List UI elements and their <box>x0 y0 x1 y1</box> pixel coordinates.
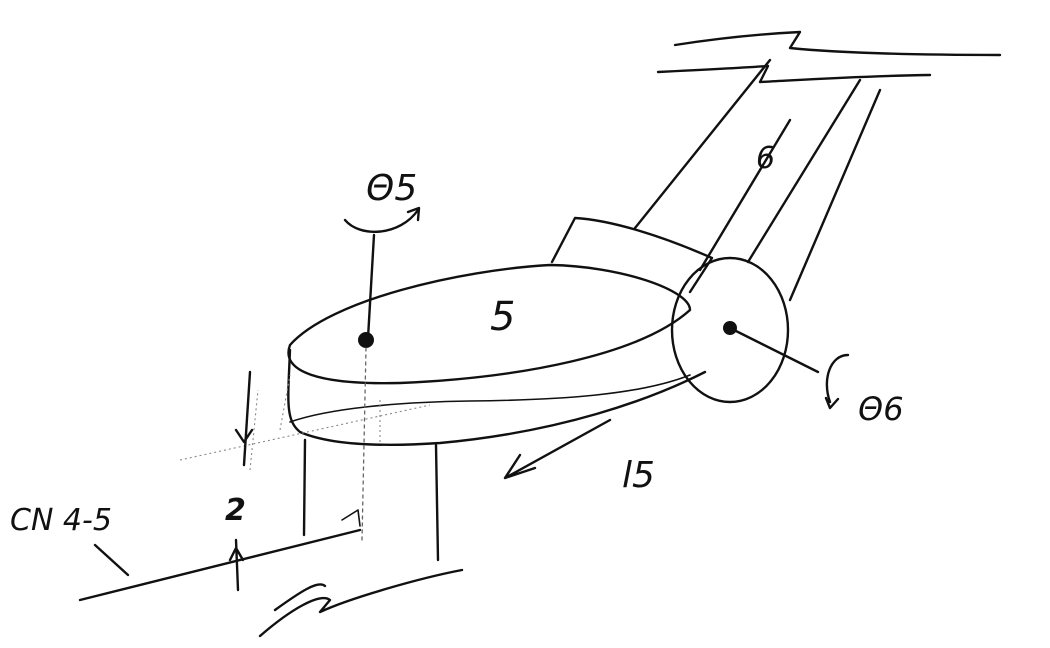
link-5-top-face <box>287 263 692 385</box>
theta6-label: Θ6 <box>858 390 904 428</box>
link-5-rear-block <box>550 216 714 294</box>
offset-dimension-lower <box>228 538 245 592</box>
joint-6-cylinder <box>670 256 790 404</box>
link-5-label: 5 <box>490 294 515 340</box>
link-5-side-face <box>287 348 707 447</box>
cn-label: CN 4-5 <box>10 503 112 538</box>
theta6-axis-line <box>732 328 820 374</box>
projection-line-left <box>249 389 259 471</box>
break-mark-bottom <box>258 568 464 638</box>
offset-label: 2 <box>225 493 246 528</box>
joint-5-axis-dot <box>358 332 374 348</box>
offset-dimension-upper <box>234 370 254 467</box>
theta6-rotation-arrow <box>824 353 850 410</box>
theta5-rotation-arrow <box>343 206 421 233</box>
cn-centerline <box>78 528 362 602</box>
break-mark-top <box>656 30 1002 84</box>
theta5-label: Θ5 <box>366 168 417 209</box>
length-5-label: l5 <box>622 455 655 496</box>
theta5-axis-line <box>366 233 376 340</box>
link-4-stub <box>302 438 440 562</box>
cn-leader <box>93 543 130 577</box>
projection-line-box <box>279 374 381 445</box>
link-5-bottom-edge <box>289 374 691 423</box>
link-6-arm <box>633 58 882 302</box>
joint-6-axis-dot <box>723 321 737 335</box>
link-6-label: 6 <box>756 141 775 176</box>
length-5-arrow <box>503 418 612 480</box>
